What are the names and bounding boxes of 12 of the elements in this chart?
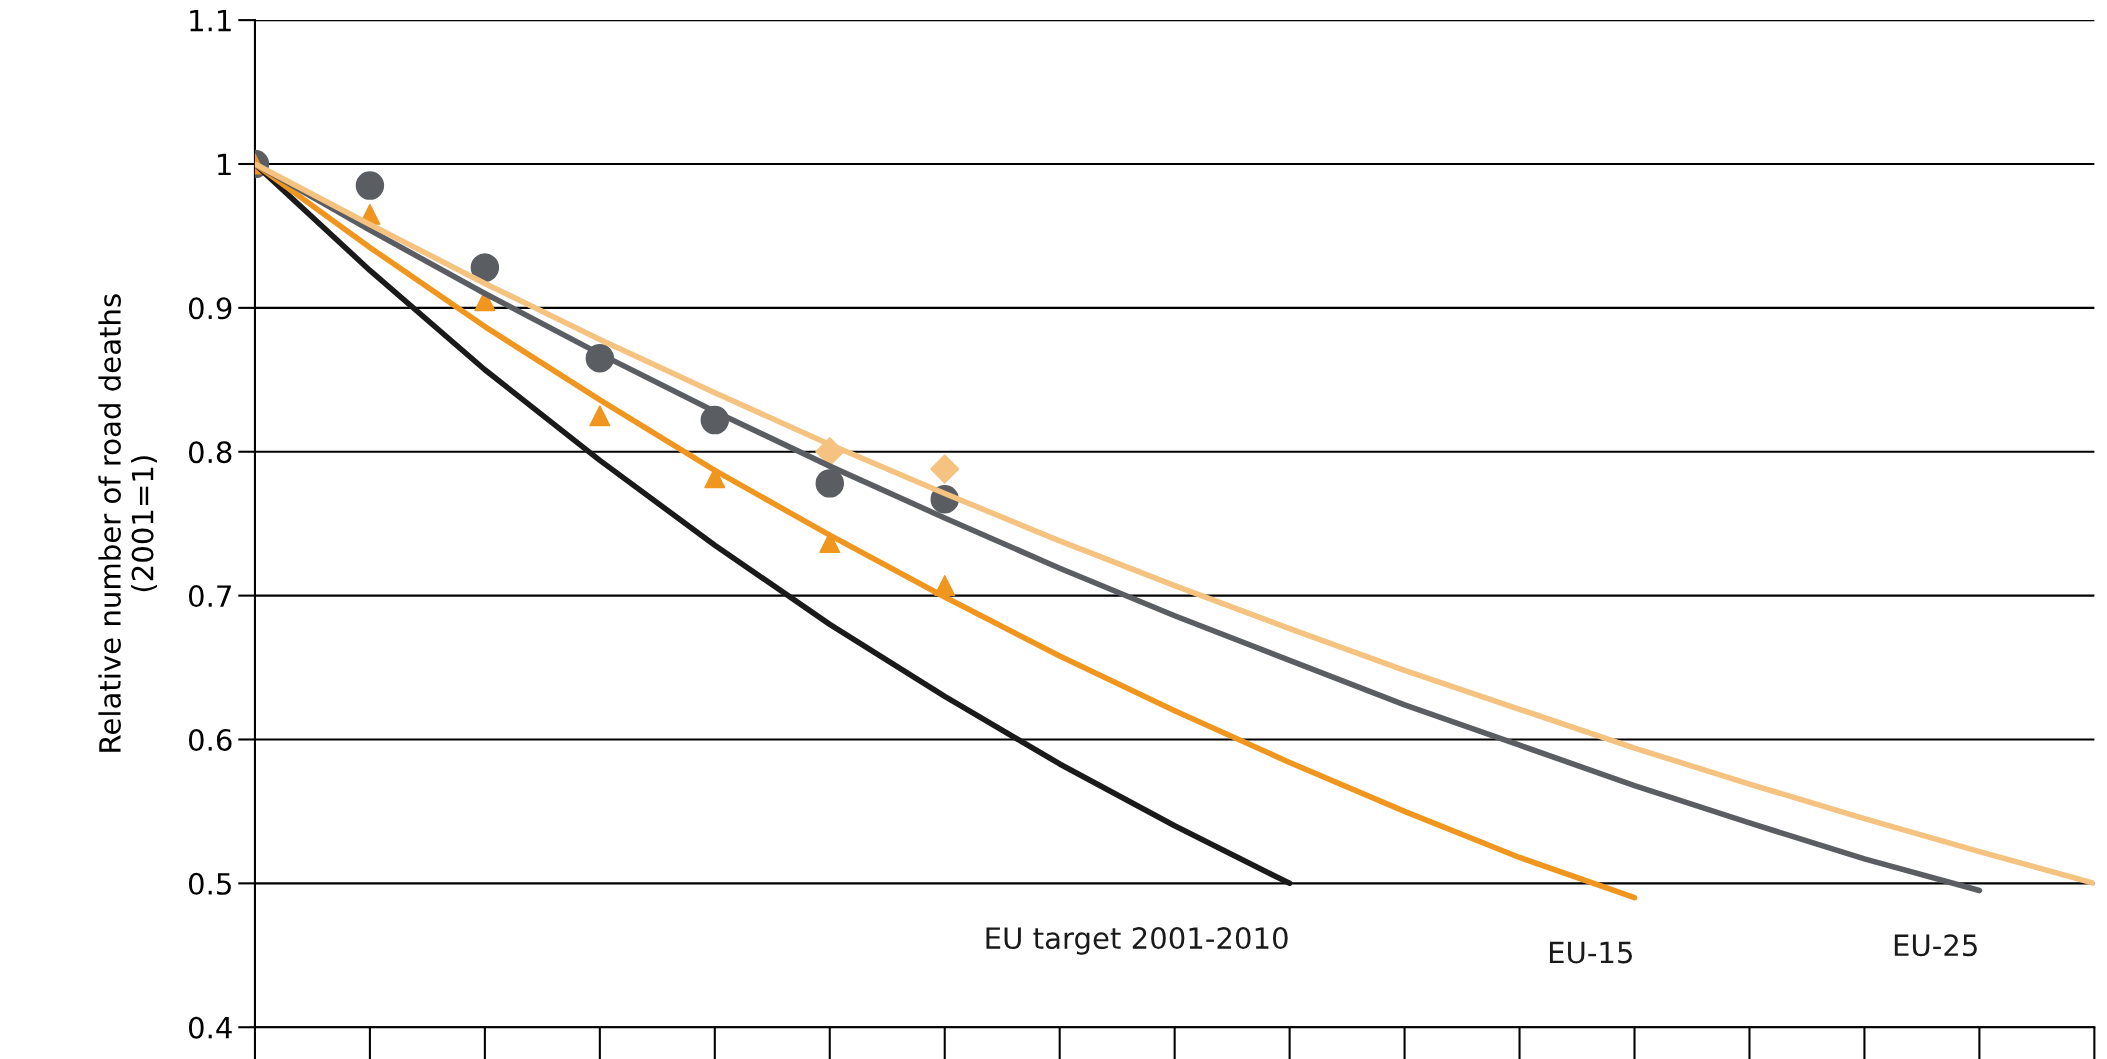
y-tick-label: 0.4 [188,1016,232,1039]
series-label: EU-15 [1549,941,1632,964]
y-tick-label: 0.9 [188,297,232,320]
series-label: EU-25 [1894,934,1977,957]
y-tick-label: 1.1 [190,9,231,32]
y-tick-label: 1 [218,153,231,176]
y-axis-title: Relative number of road deaths (2001=1) [98,294,158,752]
y-tick-label: 0.7 [188,585,231,608]
y-tick-label: 0.8 [188,441,232,464]
series-label: EU target 2001-2010 [986,927,1288,955]
y-tick-label: 0.5 [188,872,231,895]
y-tick-label: 0.6 [188,728,232,751]
